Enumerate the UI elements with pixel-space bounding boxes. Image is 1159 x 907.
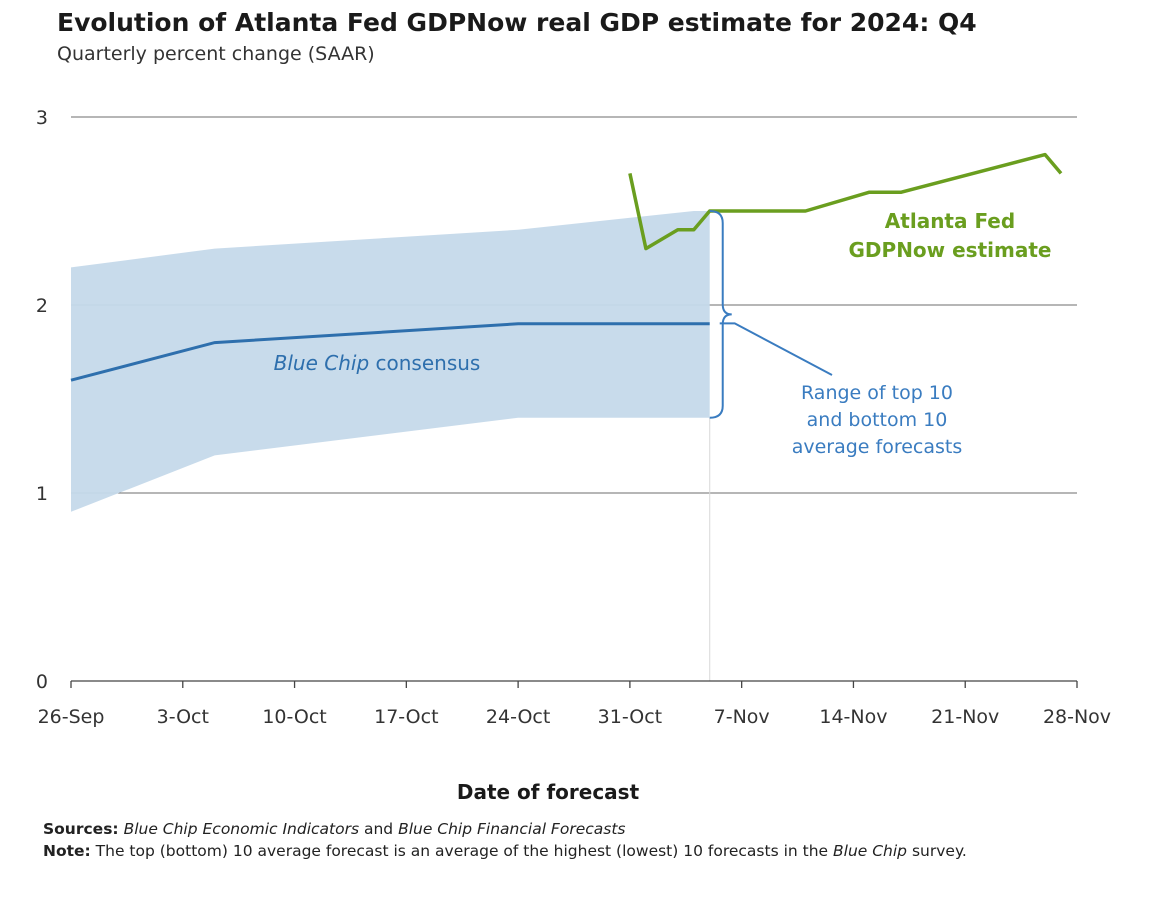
consensus-label-italic: Blue Chip [274, 351, 370, 375]
blue-chip-consensus-line [70, 322, 710, 382]
footer: Sources: Blue Chip Economic Indicators a… [43, 818, 1133, 862]
y-tick-label-0: 0 [36, 671, 48, 693]
x-tick-label-6: 7-Nov [714, 706, 770, 728]
consensus-label: Blue Chip consensus [274, 351, 481, 375]
y-tick-label-2: 2 [36, 295, 48, 317]
note-text: The top (bottom) 10 average forecast is … [90, 842, 833, 860]
note-label: Note: [43, 842, 91, 860]
y-tick-label-3: 3 [36, 107, 48, 129]
range-leader-line [719, 322, 833, 376]
chart-title: Evolution of Atlanta Fed GDPNow real GDP… [57, 8, 977, 37]
sources-line: Sources: Blue Chip Economic Indicators a… [43, 818, 1133, 840]
sources-title-1: Blue Chip Economic Indicators [123, 820, 360, 838]
forecast-range-band [71, 211, 710, 512]
x-tick-label-2: 10-Oct [262, 706, 326, 728]
range-label-line3: average forecasts [792, 436, 963, 458]
x-axis-title: Date of forecast [457, 780, 640, 804]
x-tick-label-5: 31-Oct [598, 706, 662, 728]
range-label-line2: and bottom 10 [807, 409, 948, 431]
x-tick-label-7: 14-Nov [819, 706, 887, 728]
x-tick-label-4: 24-Oct [486, 706, 550, 728]
chart-area: 26-Sep 3-Oct 10-Oct 17-Oct 24-Oct 31-Oct 7-Nov… [36, 107, 1111, 804]
sources-and: and [359, 820, 399, 838]
x-tick-label-9: 28-Nov [1043, 706, 1111, 728]
range-bracket [709, 210, 732, 419]
sources-label: Sources: [43, 820, 119, 838]
note-end: survey. [907, 842, 967, 860]
gdpnow-label-line2: GDPNow estimate [849, 238, 1052, 262]
gdpnow-estimate-line [628, 152, 1063, 251]
consensus-label-rest: consensus [369, 351, 480, 375]
x-tick-label-8: 21-Nov [931, 706, 999, 728]
x-tick-label-3: 17-Oct [374, 706, 438, 728]
x-tick-label-1: 3-Oct [157, 706, 209, 728]
y-axis: 0 1 2 3 [36, 107, 48, 693]
chart-subtitle: Quarterly percent change (SAAR) [57, 43, 375, 65]
x-axis: 26-Sep 3-Oct 10-Oct 17-Oct 24-Oct 31-Oct 7-Nov… [38, 680, 1111, 728]
x-tick-label-0: 26-Sep [38, 706, 105, 728]
range-label-line1: Range of top 10 [801, 382, 953, 404]
sources-title-2: Blue Chip Financial Forecasts [398, 820, 626, 838]
note-line: Note: The top (bottom) 10 average foreca… [43, 840, 1133, 862]
y-tick-label-1: 1 [36, 483, 48, 505]
gdpnow-label-line1: Atlanta Fed [885, 209, 1015, 233]
note-italic: Blue Chip [833, 842, 908, 860]
